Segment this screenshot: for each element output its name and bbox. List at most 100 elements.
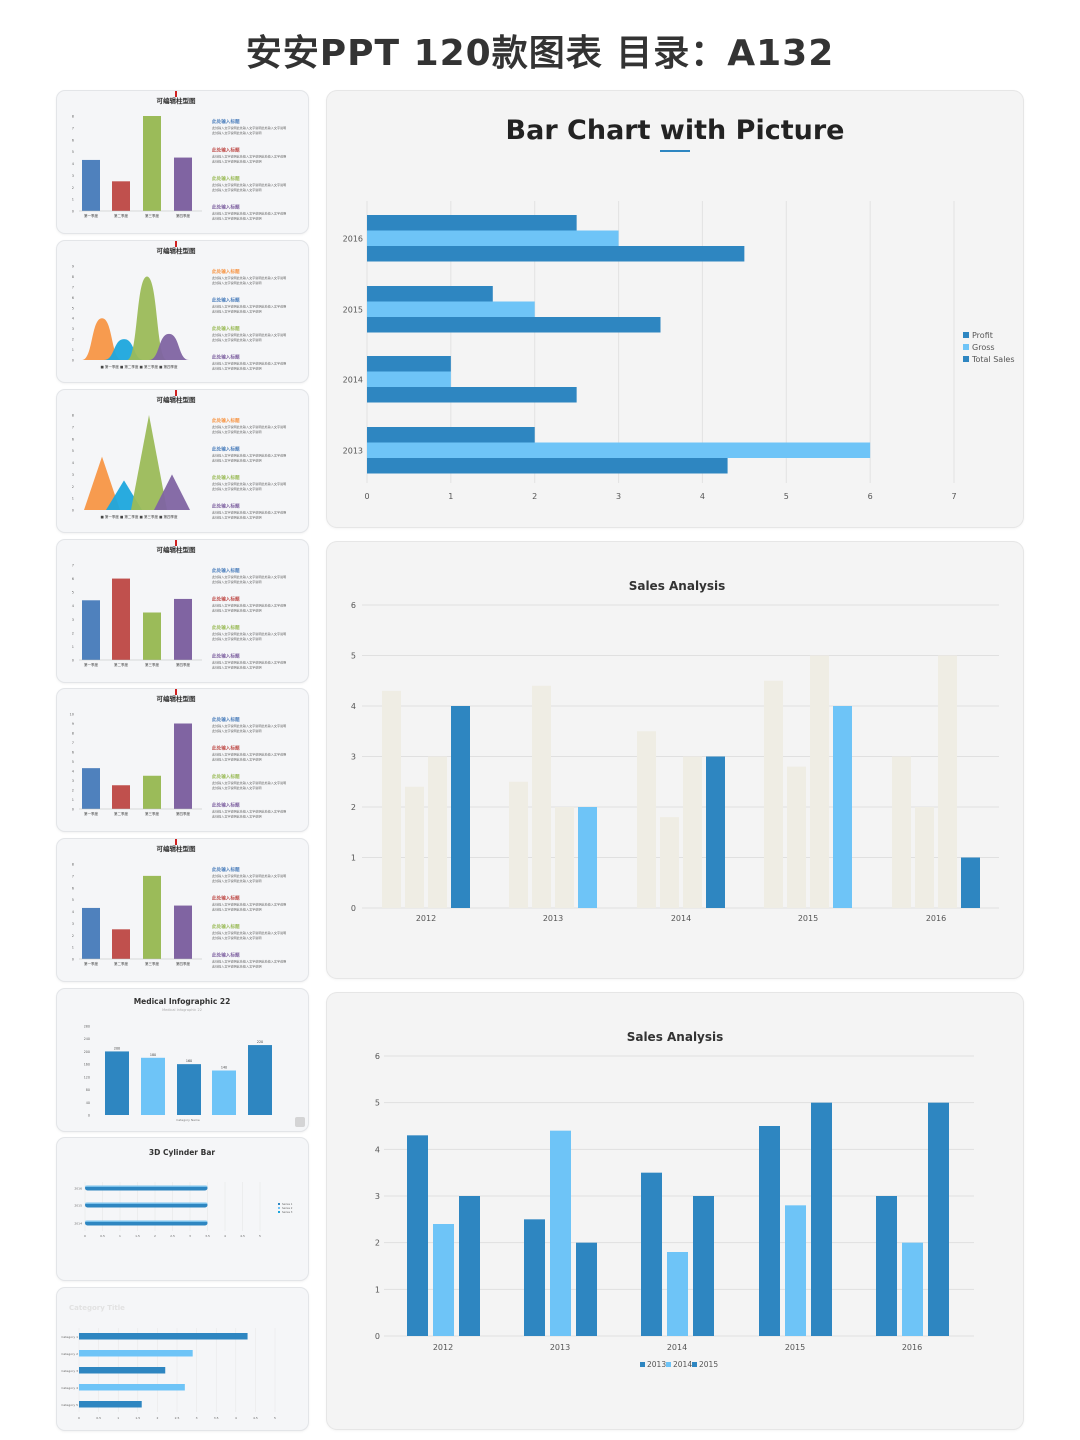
section-heading: 此处输入标题 <box>212 417 240 424</box>
x-category-label: 第三季度 <box>145 961 159 966</box>
y-category-label: Category 2 <box>61 1352 78 1356</box>
section-body: 此处输入文字说明此处输入文字说明 <box>212 458 262 463</box>
thumbnail-slide-6[interactable]: 可编辑柱型图 0 1 2 3 4 5 6 7 8 第一季度 第二季度 第三季度 第四季度 此处输入标题 此处输… <box>57 839 308 981</box>
y-tick-label: 2 <box>72 338 74 342</box>
bar-highlight-2013 <box>578 807 597 908</box>
thumb-bar <box>79 1384 185 1391</box>
thumbnail-slide-9[interactable]: Category Title 0 0.5 1 1.5 2 2.5 3 3.5 4 4.5 5 Categ… <box>57 1288 308 1430</box>
x-category-label: 第四季度 <box>176 213 190 218</box>
x-category-label: 第一季度 <box>84 662 98 667</box>
section-body: 此处输入文字说明此处输入文字说明此处输入文字说明 <box>212 304 286 309</box>
thumbnail-slide-2[interactable]: 可编辑柱型图 0 1 2 3 4 5 6 7 8 9 ■ 第一季度 ■ 第二季度 ■ 第三季度 ■ 第… <box>57 241 308 382</box>
x-category-label: 第一季度 <box>84 961 98 966</box>
bar-background-a-2014 <box>637 731 656 908</box>
bar-2015-2014 <box>693 1196 714 1336</box>
legend-label: Series 1 <box>282 1202 293 1206</box>
section-body: 此处输入文字说明此处输入文字说明 <box>212 728 262 733</box>
y-tick-label: 2 <box>375 1239 380 1248</box>
section-heading: 此处输入标题 <box>212 624 240 631</box>
section-body: 此处输入文字说明此处输入文字说明 <box>212 665 262 670</box>
panel-sales-analysis-highlight[interactable]: Sales Analysis 0 1 2 3 4 5 6 2012 2013 2014 2015 201… <box>327 542 1023 978</box>
thumb-bar <box>82 600 100 660</box>
y-tick-label: 0 <box>351 904 356 913</box>
y-tick-label: 3 <box>72 174 74 178</box>
red-marker <box>175 540 177 546</box>
x-axis-title: Category Name <box>176 1118 200 1122</box>
y-tick-label: 0 <box>375 1332 380 1341</box>
section-body: 此处输入文字说明此处输入文字说明 <box>212 757 262 762</box>
section-body: 此处输入文字说明此处输入文字说明 <box>212 608 262 613</box>
x-tick-label: 2.5 <box>170 1234 175 1238</box>
y-tick-label: 240 <box>84 1037 90 1041</box>
chart-title: Sales Analysis <box>629 579 726 593</box>
thumb-bar <box>143 612 161 660</box>
y-category-label: 2013 <box>343 446 363 455</box>
y-tick-label: 3 <box>72 922 74 926</box>
y-tick-label: 2 <box>72 485 74 489</box>
y-tick-label: 4 <box>351 702 356 711</box>
bar-background-c-2013 <box>555 807 574 908</box>
slide-title: 可编辑柱型图 <box>157 545 197 554</box>
panel-bar-chart-with-picture[interactable]: Bar Chart with Picture 0 1 2 3 4 5 6 7 2013 2014 20… <box>327 91 1023 527</box>
thumbnail-slide-8[interactable]: 3D Cylinder Bar 0 0.5 1 1.5 2 2.5 3 3.5 4 4.5 5 2016… <box>57 1138 308 1280</box>
thumbnail-slide-5[interactable]: 可编辑柱型图 0 1 2 3 4 5 6 7 8 9 10 第一季度 第二季度 第三季度 第四季度 此处输入标题… <box>57 689 308 831</box>
x-category-label: 第三季度 <box>145 662 159 667</box>
section-heading: 此处输入标题 <box>212 325 240 332</box>
section-heading: 此处输入标题 <box>212 923 240 930</box>
x-tick-label: 3.5 <box>214 1416 219 1420</box>
section-heading: 此处输入标题 <box>212 567 240 574</box>
section-body: 此处输入文字说明此处输入文字说明 <box>212 130 262 135</box>
y-tick-label: 8 <box>72 732 74 736</box>
bar-background-a-2013 <box>509 781 528 908</box>
y-tick-label: 0 <box>88 1114 90 1118</box>
legend-label: Series 3 <box>282 1210 293 1214</box>
x-category-label: 2015 <box>785 1343 805 1352</box>
thumbnail-slide-4[interactable]: 可编辑柱型图 0 1 2 3 4 5 6 7 第一季度 第二季度 第三季度 第四季度 此处输入标题 此处输入… <box>57 540 308 682</box>
x-tick-label: 2 <box>532 492 537 501</box>
thumbnail-slide-3[interactable]: 可编辑柱型图 0 1 2 3 4 5 6 7 8 ■ 第一季度 ■ 第二季度 ■ 第三季度 ■ 第四… <box>57 390 308 532</box>
section-body: 此处输入文字说明此处输入文字说明此处输入文字说明 <box>212 723 286 728</box>
bar-gross-2013 <box>367 442 871 458</box>
thumb-bar <box>212 1070 236 1115</box>
bar-total-sales-2013 <box>367 458 728 474</box>
chart-title: Sales Analysis <box>627 1030 724 1044</box>
legend-swatch <box>278 1211 280 1213</box>
thumbnail-slide-7[interactable]: Medical Infographic 22 Medical Infographi… <box>57 989 308 1131</box>
section-body: 此处输入文字说明此处输入文字说明 <box>212 159 262 164</box>
legend-swatch <box>640 1362 645 1367</box>
x-tick-label: 1 <box>117 1416 119 1420</box>
thumb-bar <box>248 1045 272 1115</box>
y-tick-label: 4 <box>72 770 75 774</box>
bar-gross-2016 <box>367 230 619 246</box>
thumb-bar <box>112 578 130 660</box>
y-category-label: 2016 <box>343 234 363 243</box>
section-body: 此处输入文字说明此处输入文字说明此处输入文字说明 <box>212 361 286 366</box>
thumb-bar <box>82 159 100 211</box>
y-tick-label: 3 <box>375 1192 380 1201</box>
slide-title: 可编辑柱型图 <box>157 96 197 105</box>
bar-2013-2013 <box>524 1219 545 1336</box>
bar-2014-2013 <box>550 1130 571 1336</box>
section-heading: 此处输入标题 <box>212 175 240 182</box>
y-tick-label: 5 <box>351 652 356 661</box>
bar-profit-2013 <box>367 427 535 443</box>
section-body: 此处输入文字说明此处输入文字说明此处输入文字说明 <box>212 125 286 130</box>
data-label: 140 <box>221 1066 227 1070</box>
x-tick-label: 1 <box>448 492 453 501</box>
y-tick-label: 2 <box>351 803 356 812</box>
panel-sales-analysis-grouped[interactable]: Sales Analysis 0 1 2 3 4 5 6 2012 2013 2014 2015 201… <box>327 993 1023 1429</box>
y-tick-label: 6 <box>72 577 74 581</box>
thumb-cylinder-highlight <box>85 1185 208 1187</box>
thumb-bar <box>143 116 161 211</box>
section-body: 此处输入文字说明此处输入文字说明此处输入文字说明 <box>212 574 286 579</box>
thumb-bell <box>82 318 122 360</box>
section-heading: 此处输入标题 <box>212 354 240 361</box>
y-tick-label: 6 <box>72 437 74 441</box>
thumbnail-slide-1[interactable]: 可编辑柱型图 0 1 2 3 4 5 6 7 8 第一季度 第二季度 第三季度 第四季度 此处输入标题 此处输… <box>57 91 308 233</box>
y-category-label: Category 4 <box>61 1386 78 1390</box>
y-tick-label: 6 <box>375 1052 380 1061</box>
slide-title: 可编辑柱型图 <box>157 246 197 255</box>
bar-highlight-2015 <box>833 706 852 908</box>
y-tick-label: 1 <box>72 946 74 950</box>
y-category-label: 2014 <box>74 1222 82 1226</box>
